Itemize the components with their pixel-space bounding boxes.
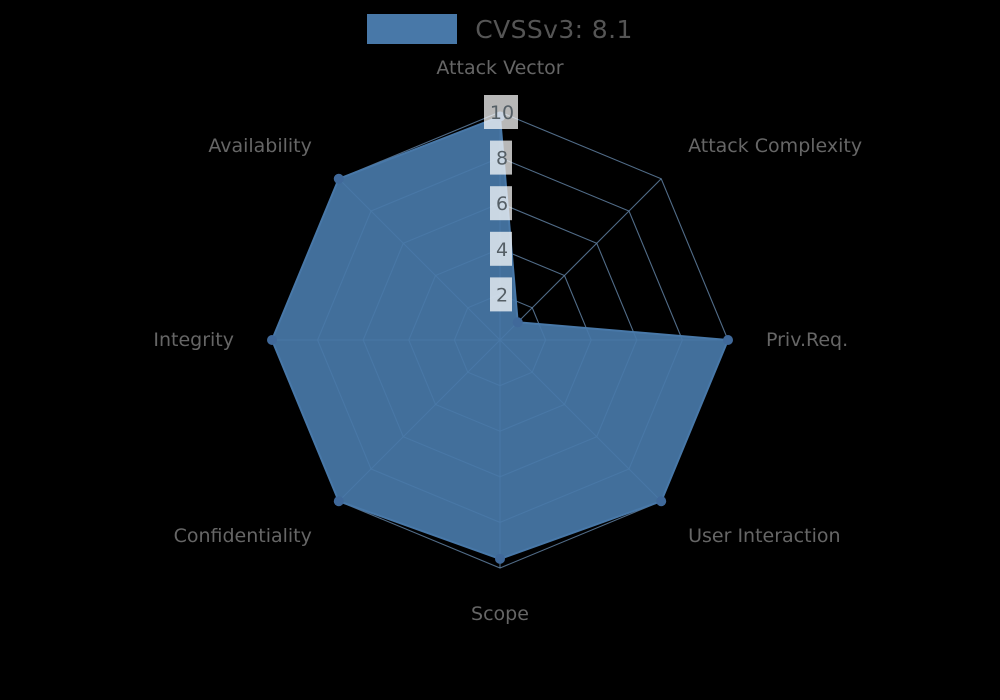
tick-label-8: 8 xyxy=(496,148,508,170)
series-point-3 xyxy=(656,496,667,507)
series-point-6 xyxy=(267,335,277,345)
radar-axis-labels: Attack Vector Attack Complexity Priv.Req. U… xyxy=(153,57,862,625)
tick-label-bg-10 xyxy=(484,95,518,129)
axis-label-attack-vector: Attack Vector xyxy=(436,57,563,79)
tick-label-2: 2 xyxy=(496,284,508,306)
series-point-4 xyxy=(495,553,505,564)
series-point-5 xyxy=(333,496,344,507)
series-point-1 xyxy=(512,317,523,328)
tick-label-6: 6 xyxy=(496,193,508,215)
series-point-2 xyxy=(723,335,733,345)
series-point-7 xyxy=(333,173,344,184)
tick-label-bg-6 xyxy=(490,186,512,221)
tick-label-4: 4 xyxy=(496,239,508,261)
axis-label-user-interaction: User Interaction xyxy=(688,525,840,547)
tick-label-10: 10 xyxy=(490,102,514,124)
axis-label-confidentiality: Confidentiality xyxy=(174,525,312,547)
radar-series xyxy=(267,111,733,564)
radar-tick-labels: 2 4 6 8 10 xyxy=(484,95,518,312)
axis-label-scope: Scope xyxy=(471,603,529,625)
axis-label-availability: Availability xyxy=(208,135,312,157)
axis-label-attack-complexity: Attack Complexity xyxy=(688,135,862,157)
tick-label-bg-2 xyxy=(490,277,512,312)
axis-label-priv-req: Priv.Req. xyxy=(766,329,848,351)
grid-spoke-1 xyxy=(499,178,662,341)
axis-label-integrity: Integrity xyxy=(153,329,234,351)
tick-label-bg-4 xyxy=(490,231,512,266)
tick-label-bg-8 xyxy=(490,140,512,175)
